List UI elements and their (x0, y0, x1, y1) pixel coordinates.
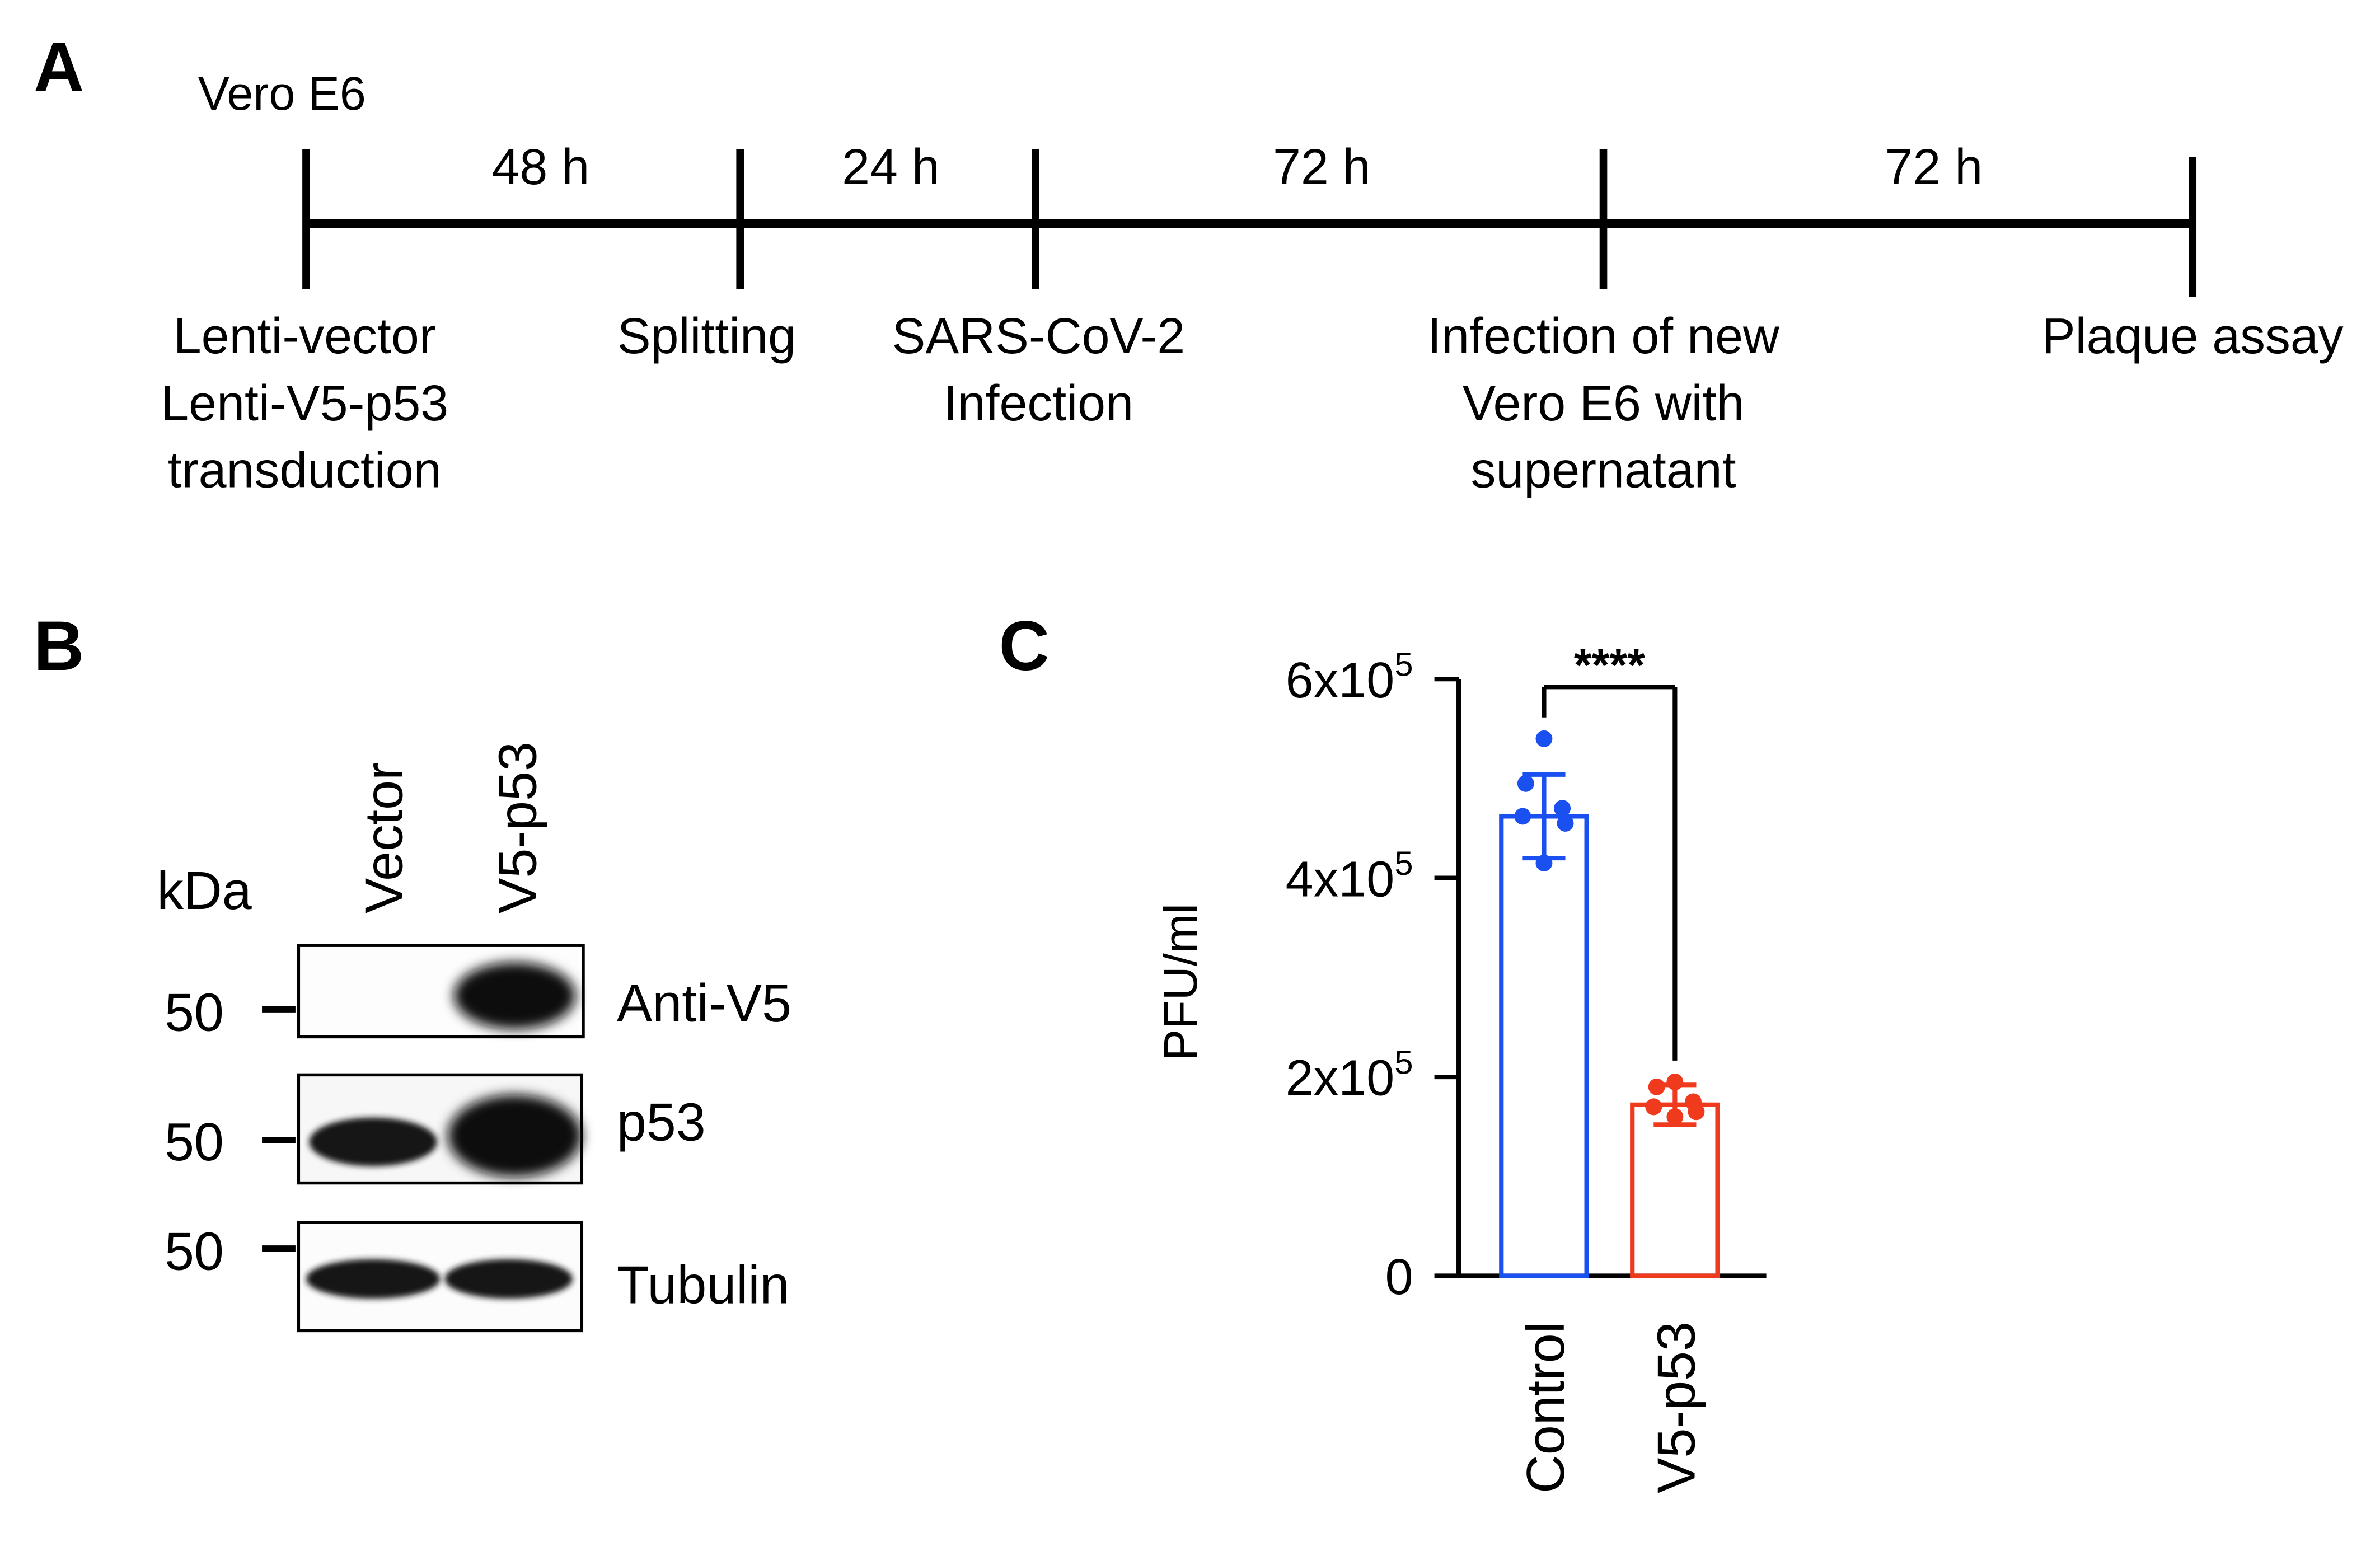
significance-label: **** (1574, 640, 1645, 691)
data-point (1554, 800, 1571, 817)
event-plaque-assay: Plaque assay (2042, 308, 2344, 364)
panel-a-letter: A (34, 28, 84, 106)
x-tick-label: Control (1516, 1321, 1576, 1493)
panel-b: B kDa Vector V5-p53 50 Anti-V5 50 p53 (34, 607, 791, 1333)
data-point (1666, 1073, 1684, 1090)
blot-band (447, 1094, 582, 1177)
event-line: Splitting (617, 308, 796, 364)
blot-band (306, 1259, 441, 1299)
blot-band (309, 1117, 437, 1166)
event-line: supernatant (1470, 442, 1736, 498)
event-line: Lenti-vector (174, 308, 436, 364)
event-infection: SARS-CoV-2 Infection (892, 308, 1185, 432)
y-tick-label-base: 6x10 (1286, 653, 1395, 709)
blot-label: Tubulin (617, 1255, 790, 1315)
event-reinfection: Infection of new Vero E6 with supernatan… (1427, 308, 1780, 498)
data-point (1648, 1078, 1665, 1095)
y-tick-label: 2x105 (1286, 1044, 1413, 1107)
panel-a: A Vero E6 48 h 24 h 72 h 72 h Lenti-vect… (34, 28, 2344, 498)
event-splitting: Splitting (617, 308, 796, 364)
data-point (1557, 814, 1574, 832)
y-tick-label: 0 (1385, 1249, 1413, 1305)
y-tick-label-base: 2x10 (1286, 1051, 1395, 1107)
blot-band (453, 962, 576, 1029)
blot-label: Anti-V5 (617, 974, 791, 1033)
data-point (1666, 1108, 1684, 1126)
event-line: transduction (168, 442, 442, 498)
data-point (1535, 855, 1553, 871)
event-line: Infection (944, 376, 1133, 432)
marker-label: 50 (165, 1113, 224, 1172)
event-transduction: Lenti-vector Lenti-V5-p53 transduction (161, 308, 448, 498)
y-tick-label-base: 0 (1385, 1249, 1413, 1305)
x-tick-label: V5-p53 (1647, 1321, 1707, 1493)
interval-label: 24 h (842, 139, 940, 195)
lane-label-v5-p53: V5-p53 (489, 742, 548, 913)
blot-label: p53 (617, 1093, 706, 1152)
data-point (1514, 808, 1531, 825)
cell-line-label: Vero E6 (198, 67, 366, 120)
panel-c-letter: C (999, 607, 1050, 685)
bar-v5-p53 (1630, 1102, 1720, 1278)
y-tick-label-exponent: 5 (1394, 646, 1413, 683)
event-line: Infection of new (1427, 308, 1780, 364)
interval-label: 48 h (492, 139, 590, 195)
event-line: SARS-CoV-2 (892, 308, 1185, 364)
y-tick-label-base: 4x10 (1286, 851, 1395, 907)
event-line: Plaque assay (2042, 308, 2344, 364)
event-line: Lenti-V5-p53 (161, 376, 448, 432)
y-axis-title: PFU/ml (1154, 903, 1207, 1061)
y-tick-label: 4x105 (1286, 845, 1413, 907)
marker-label: 50 (165, 1222, 224, 1282)
event-line: Vero E6 with (1463, 376, 1745, 432)
blot-tubulin: 50 Tubulin (165, 1221, 790, 1333)
lane-label-vector: Vector (354, 762, 414, 913)
data-point (1645, 1098, 1662, 1116)
y-tick-label: 6x105 (1286, 646, 1413, 709)
blot-p53: 50 p53 (165, 1073, 706, 1185)
data-point (1535, 730, 1553, 747)
bar-control (1499, 814, 1589, 1278)
panel-b-letter: B (34, 607, 84, 685)
y-tick-label-exponent: 5 (1394, 1044, 1413, 1081)
marker-label: 50 (165, 983, 224, 1043)
blot-anti-v5: 50 Anti-V5 (165, 944, 791, 1043)
y-tick-label-exponent: 5 (1394, 845, 1413, 882)
data-point (1517, 775, 1534, 792)
data-point (1688, 1103, 1705, 1121)
interval-label: 72 h (1885, 139, 1983, 195)
blot-band (444, 1259, 573, 1299)
interval-label: 72 h (1273, 139, 1371, 195)
kda-label: kDa (157, 861, 251, 921)
